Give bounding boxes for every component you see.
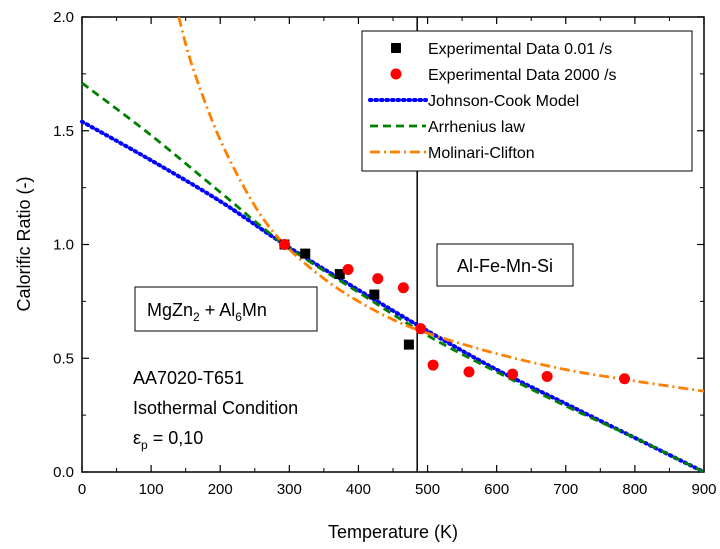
y-axis-title: Calorific Ratio (-) [14, 176, 34, 311]
strain-label: εp = 0,10 [133, 428, 203, 452]
x-tick-label: 100 [139, 481, 164, 498]
legend-label: Molinari-Clifton [428, 145, 535, 162]
legend: Experimental Data 0.01 /s Experimental Da… [362, 31, 692, 171]
legend-label: Experimental Data 2000 /s [428, 67, 617, 84]
x-tick-label: 600 [484, 481, 509, 498]
x-tick-label: 900 [691, 481, 716, 498]
phase-text-right: Al-Fe-Mn-Si [457, 256, 553, 276]
data-point-circle [415, 323, 426, 334]
data-point-circle [398, 282, 409, 293]
data-point-circle [343, 264, 354, 275]
alloy-label: AA7020-T651 [133, 368, 244, 388]
data-point-circle [619, 373, 630, 384]
legend-marker-circle [391, 69, 402, 80]
data-point-circle [464, 366, 475, 377]
x-tick-label: 200 [208, 481, 233, 498]
x-axis-title: Temperature (K) [328, 522, 458, 542]
y-tick-label: 0.5 [53, 350, 74, 367]
condition-label: Isothermal Condition [133, 398, 298, 418]
data-point-square [300, 249, 310, 259]
x-tick-label: 500 [415, 481, 440, 498]
data-point-circle [428, 360, 439, 371]
x-tick-label: 800 [622, 481, 647, 498]
phase-label-right: Al-Fe-Mn-Si [437, 244, 573, 286]
legend-marker-square [391, 43, 401, 53]
y-tick-label: 1.5 [53, 123, 74, 140]
legend-label: Experimental Data 0.01 /s [428, 41, 612, 58]
y-tick-label: 1.0 [53, 237, 74, 254]
data-point-circle [507, 369, 518, 380]
x-tick-label: 300 [277, 481, 302, 498]
data-point-square [404, 340, 414, 350]
data-point-circle [542, 371, 553, 382]
data-point-circle [372, 273, 383, 284]
data-point-circle [279, 239, 290, 250]
legend-label: Johnson-Cook Model [428, 93, 579, 110]
y-tick-label: 2.0 [53, 9, 74, 26]
legend-label: Arrhenius law [428, 119, 525, 136]
phase-label-mgzn2-al6mn: MgZn2 + Al6Mn [135, 287, 317, 331]
y-tick-label: 0.0 [53, 464, 74, 481]
x-tick-label: 700 [553, 481, 578, 498]
x-tick-label: 0 [78, 481, 86, 498]
x-tick-label: 400 [346, 481, 371, 498]
data-point-square [369, 290, 379, 300]
